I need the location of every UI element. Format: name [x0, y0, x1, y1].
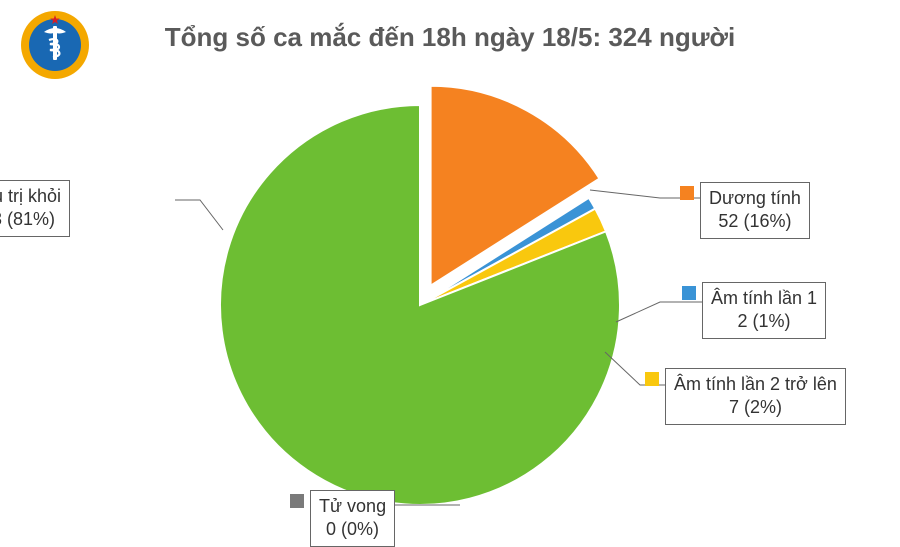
slice-label-text: Tử vong	[319, 495, 386, 518]
slice-label-text: Điều trị khỏi	[0, 185, 61, 208]
legend-swatch	[680, 186, 694, 200]
slice-label-am_tinh_1: Âm tính lần 12 (1%)	[702, 282, 826, 339]
slice-label-value: 263 (81%)	[0, 208, 61, 231]
pie-chart: Dương tính52 (16%)Âm tính lần 12 (1%)Âm …	[0, 80, 900, 540]
legend-swatch	[290, 494, 304, 508]
slice-label-text: Âm tính lần 1	[711, 287, 817, 310]
slice-label-value: 52 (16%)	[709, 210, 801, 233]
leader-line	[616, 302, 702, 322]
slice-label-value: 2 (1%)	[711, 310, 817, 333]
slice-label-text: Dương tính	[709, 187, 801, 210]
legend-swatch	[645, 372, 659, 386]
slice-label-tu_vong: Tử vong0 (0%)	[310, 490, 395, 547]
slice-label-am_tinh_2: Âm tính lần 2 trở lên7 (2%)	[665, 368, 846, 425]
slice-label-text: Âm tính lần 2 trở lên	[674, 373, 837, 396]
chart-title: Tổng số ca mắc đến 18h ngày 18/5: 324 ng…	[0, 22, 900, 53]
slice-label-value: 7 (2%)	[674, 396, 837, 419]
slice-label-dieu_tri_khoi: Điều trị khỏi263 (81%)	[0, 180, 70, 237]
leader-line	[175, 200, 223, 230]
slice-label-duong_tinh: Dương tính52 (16%)	[700, 182, 810, 239]
legend-swatch	[682, 286, 696, 300]
slice-label-value: 0 (0%)	[319, 518, 386, 541]
